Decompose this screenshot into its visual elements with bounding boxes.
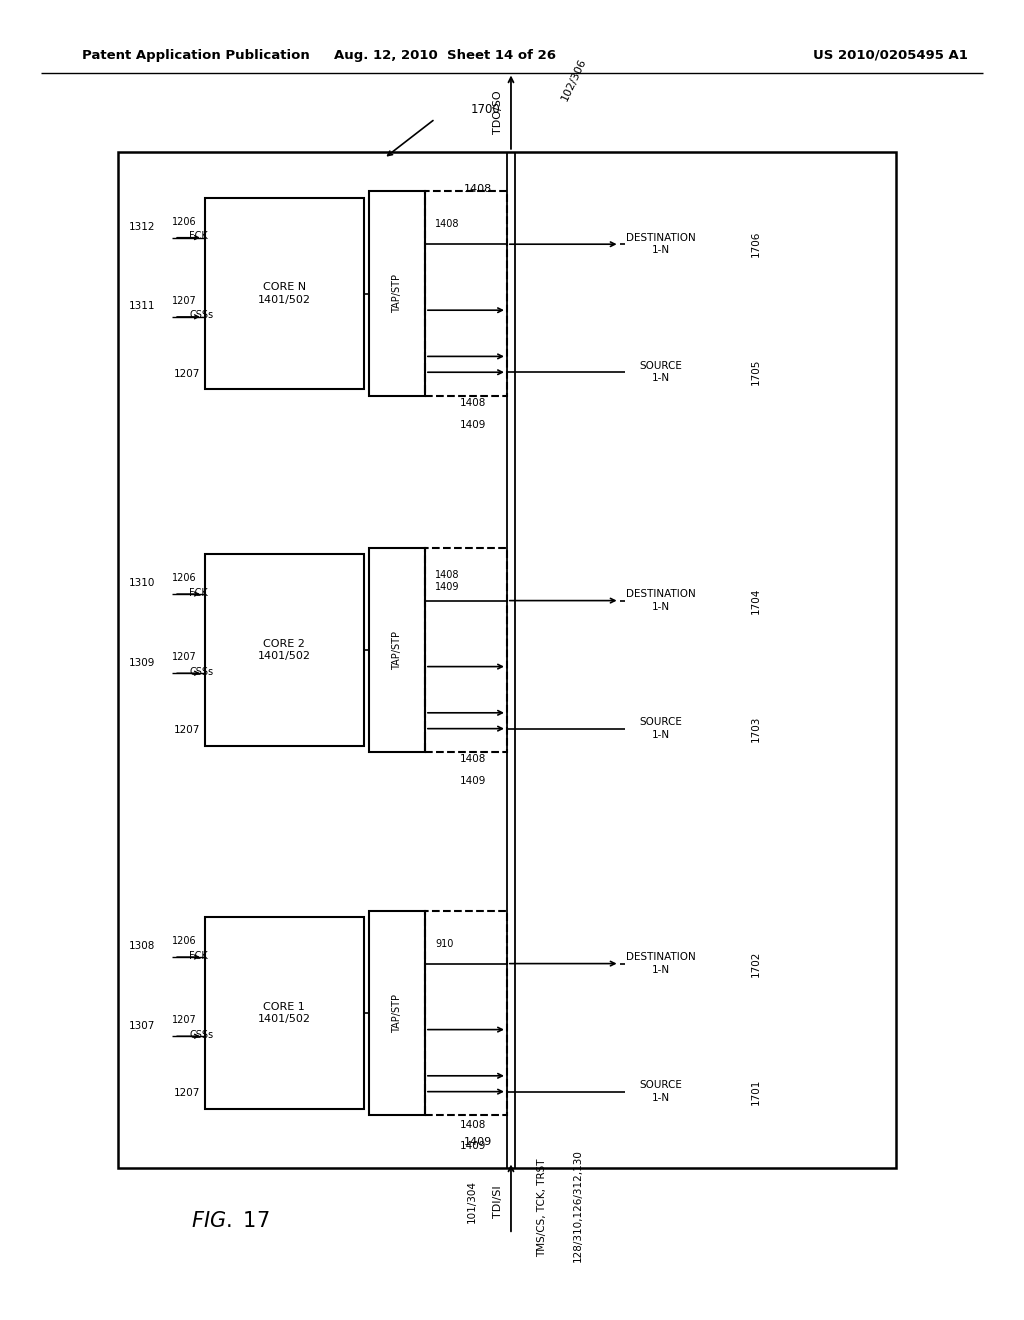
Text: CSSs: CSSs [189, 1030, 214, 1040]
Text: 1206: 1206 [172, 936, 197, 946]
Text: TAP/STP: TAP/STP [392, 275, 401, 313]
Text: 1408: 1408 [435, 219, 460, 230]
Text: SOURCE
1-N: SOURCE 1-N [639, 362, 682, 383]
Text: 1408: 1408 [460, 754, 486, 764]
Bar [425, 548, 507, 752]
Text: $\mathit{FIG.\ 17}$: $\mathit{FIG.\ 17}$ [191, 1210, 269, 1232]
Text: DESTINATION
1-N: DESTINATION 1-N [626, 234, 695, 255]
Text: 1408: 1408 [460, 397, 486, 408]
Text: 1409: 1409 [464, 1137, 493, 1147]
Text: DESTINATION
1-N: DESTINATION 1-N [626, 590, 695, 611]
Bar [425, 911, 507, 1115]
Text: DESTINATION
1-N: DESTINATION 1-N [626, 953, 695, 974]
Text: 1309: 1309 [129, 657, 156, 668]
Text: 1701: 1701 [751, 1078, 761, 1105]
Text: 1408
1409: 1408 1409 [435, 570, 460, 591]
Text: 1702: 1702 [751, 950, 761, 977]
Text: CSSs: CSSs [189, 310, 214, 321]
Text: CSSs: CSSs [189, 667, 214, 677]
Text: 1207: 1207 [172, 652, 197, 663]
Text: 1312: 1312 [129, 222, 156, 232]
Text: 128/310,126/312,130: 128/310,126/312,130 [572, 1148, 583, 1262]
Text: 1311: 1311 [129, 301, 156, 312]
Text: 101/304: 101/304 [467, 1180, 477, 1222]
Text: 1703: 1703 [751, 715, 761, 742]
Text: 1408: 1408 [460, 1119, 486, 1130]
Bar [205, 917, 364, 1109]
Text: 1409: 1409 [460, 420, 486, 430]
Text: Aug. 12, 2010  Sheet 14 of 26: Aug. 12, 2010 Sheet 14 of 26 [335, 49, 556, 62]
Bar [369, 191, 425, 396]
Text: 1308: 1308 [129, 941, 156, 952]
Text: 1207: 1207 [174, 725, 201, 735]
Bar [118, 152, 896, 1168]
Text: TDO/SO: TDO/SO [493, 90, 503, 135]
Text: 1409: 1409 [460, 1140, 486, 1151]
Bar [425, 191, 507, 396]
Bar [205, 554, 364, 746]
Text: SOURCE
1-N: SOURCE 1-N [639, 1081, 682, 1102]
Text: 1700: 1700 [471, 103, 501, 116]
Text: 1207: 1207 [174, 1088, 201, 1098]
Text: CORE N
1401/502: CORE N 1401/502 [258, 282, 310, 305]
Text: FCK: FCK [189, 231, 208, 242]
Text: TAP/STP: TAP/STP [392, 994, 401, 1032]
Text: FCK: FCK [189, 587, 208, 598]
Text: 1310: 1310 [129, 578, 156, 589]
Text: 1307: 1307 [129, 1020, 156, 1031]
Text: Patent Application Publication: Patent Application Publication [82, 49, 309, 62]
Bar [369, 911, 425, 1115]
Text: 1706: 1706 [751, 231, 761, 257]
Text: 1207: 1207 [174, 368, 201, 379]
Text: SOURCE
1-N: SOURCE 1-N [639, 718, 682, 739]
Text: 1705: 1705 [751, 359, 761, 385]
Text: TDI/SI: TDI/SI [493, 1185, 503, 1217]
Text: TMS/CS, TCK, TRST: TMS/CS, TCK, TRST [537, 1159, 547, 1257]
Text: 1206: 1206 [172, 573, 197, 583]
Bar [369, 548, 425, 752]
Text: 102/306: 102/306 [560, 57, 589, 102]
Text: US 2010/0205495 A1: US 2010/0205495 A1 [813, 49, 968, 62]
Text: 1207: 1207 [172, 296, 197, 306]
Text: 1207: 1207 [172, 1015, 197, 1026]
Text: 1408: 1408 [464, 183, 493, 194]
Text: FCK: FCK [189, 950, 208, 961]
Text: 1409: 1409 [460, 776, 486, 787]
Text: 1206: 1206 [172, 216, 197, 227]
Text: TAP/STP: TAP/STP [392, 631, 401, 669]
Bar [205, 198, 364, 389]
Text: CORE 2
1401/502: CORE 2 1401/502 [258, 639, 310, 661]
Text: CORE 1
1401/502: CORE 1 1401/502 [258, 1002, 310, 1024]
Text: 1704: 1704 [751, 587, 761, 614]
Text: 910: 910 [435, 939, 454, 949]
